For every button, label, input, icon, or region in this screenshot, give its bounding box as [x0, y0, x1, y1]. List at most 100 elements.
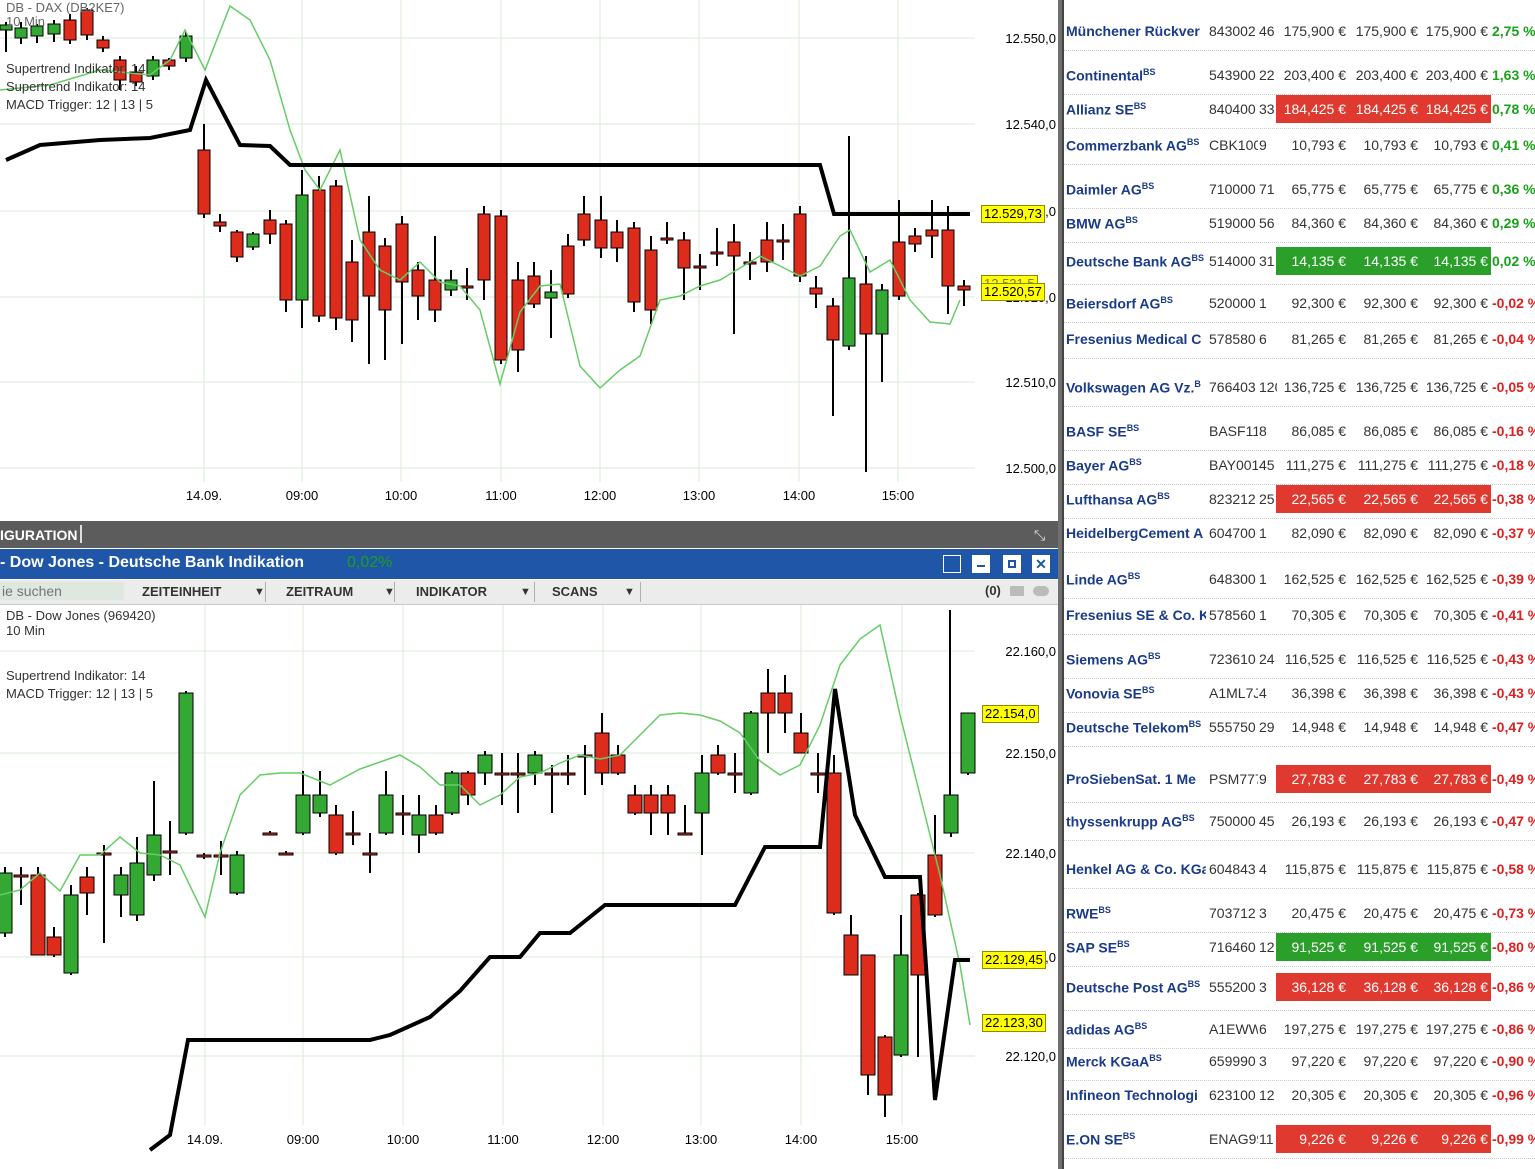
stock-name[interactable]: Lufthansa AGBS	[1066, 491, 1170, 508]
stock-name[interactable]: Volkswagen AG Vz.B	[1066, 379, 1201, 396]
candle	[230, 231, 244, 258]
quote-row[interactable]: RWEBS 703712 3 20,475 €20,475 €20,475 € -0,7…	[1064, 896, 1535, 930]
candle	[0, 872, 13, 934]
stock-name[interactable]: Deutsche TelekomBS	[1066, 719, 1202, 736]
quote-row[interactable]: BMW AGBS 519000 56 84,360 € 84,360 € 84,360 €…	[1064, 206, 1535, 240]
config-bar-label[interactable]: IGURATION	[0, 527, 78, 543]
resize-icon[interactable]: ⤡	[1034, 527, 1046, 543]
quote-row[interactable]: Infineon Technologi 623100 12 20,305 € 20,30…	[1064, 1078, 1535, 1112]
quote-row[interactable]: BASF SEBS BASF11 8 86,085 € 86,085 € 86,085 €…	[1064, 414, 1535, 448]
quote-row[interactable]: Vonovia SEBS A1ML7J 4 36,398 € 36,398 € 36,39…	[1064, 676, 1535, 710]
stock-name[interactable]: adidas AGBS	[1066, 1021, 1148, 1038]
quote-row[interactable]: Siemens AGBS 723610 24 116,525 € 116,525 € 11…	[1064, 642, 1535, 676]
price-highlight	[1276, 933, 1491, 961]
folder-icon[interactable]	[1010, 586, 1024, 596]
stock-name[interactable]: SAP SEBS	[1066, 939, 1130, 956]
quote-row[interactable]: Bayer AGBS BAY001 45 111,275 € 111,275 € 111,…	[1064, 448, 1535, 482]
top-chart-panel[interactable]: 12.550,012.540,012.530,012.520,012.510,0…	[0, 0, 1058, 520]
stock-name[interactable]: Henkel AG & Co. KGa	[1066, 861, 1206, 877]
stock-name[interactable]: Deutsche Post AGBS	[1066, 979, 1201, 996]
search-input[interactable]	[0, 582, 124, 600]
timeframe-button[interactable]: ZEITEINHEIT ▼	[142, 582, 266, 602]
stock-name[interactable]: Allianz SEBS	[1066, 101, 1147, 118]
stock-name[interactable]: HeidelbergCement A	[1066, 525, 1204, 541]
quote-row[interactable]: adidas AGBS A1EWWW6 197,275 € 197,275 € 197,…	[1064, 1012, 1535, 1046]
stock-name[interactable]: E.ON SEBS	[1066, 1131, 1136, 1148]
stock-name[interactable]: ProSiebenSat. 1 Me	[1066, 771, 1196, 787]
quote-row[interactable]: Deutsche Bank AGBS 514000 31 14,135 € 14,135…	[1064, 240, 1535, 282]
quote-row[interactable]: E.ON SEBSENAG99119,226 €9,226 €9,226 €-0…	[1064, 1122, 1535, 1156]
panel-divider[interactable]	[1058, 0, 1062, 1169]
stock-name[interactable]: Deutsche Bank AGBS	[1066, 253, 1205, 270]
price-bid: 116,525 €	[1284, 651, 1346, 667]
quote-row[interactable]: ContinentalBS 543900 22 203,400 € 203,400 € 2…	[1064, 58, 1535, 92]
window-title-bar[interactable]: - Dow Jones - Deutsche Bank Indikation 0…	[0, 549, 1058, 579]
stock-name[interactable]: BASF SEBS	[1066, 423, 1140, 440]
quote-row[interactable]: Linde AGBS 648300 1 162,525 € 162,525 € 162,5…	[1064, 562, 1535, 596]
period-button[interactable]: ZEITRAUM ▼	[286, 582, 395, 602]
stock-name[interactable]: thyssenkrupp AGBS	[1066, 813, 1195, 830]
stock-name[interactable]: RWEBS	[1066, 905, 1111, 922]
candle	[610, 231, 624, 249]
quote-row[interactable]: Volkswagen AG Vz.B 766403120 136,725 € 136,…	[1064, 370, 1535, 404]
stock-name[interactable]: Linde AGBS	[1066, 571, 1141, 588]
stock-name[interactable]: Infineon Technologi	[1066, 1087, 1198, 1103]
quote-row[interactable]: Merck KGaABS 659990 3 97,220 € 97,220 € 97,22…	[1064, 1044, 1535, 1078]
quote-row[interactable]: Deutsche Post AGBS 555200 3 36,128 € 36,128 …	[1064, 966, 1535, 1008]
stock-wkn: 716460	[1209, 939, 1256, 955]
stock-name[interactable]: Fresenius SE & Co. K	[1066, 607, 1206, 623]
stock-wkn: 543900	[1209, 67, 1256, 83]
quote-row[interactable]: Allianz SEBS 840400 33 184,425 € 184,425 € 18…	[1064, 92, 1535, 126]
stock-name[interactable]: Beiersdorf AGBS	[1066, 295, 1173, 312]
quote-row[interactable]: Commerzbank AGBS CBK100 9 10,793 € 10,793 € 1…	[1064, 128, 1535, 162]
quote-row[interactable]: Münchener Rückver 843002 46 175,900 € 175,90…	[1064, 14, 1535, 48]
price-bid: 92,300 €	[1291, 295, 1347, 311]
quote-row[interactable]: ProSiebenSat. 1 Me PSM777 9 27,783 € 27,783 …	[1064, 758, 1535, 800]
checkbox-icon[interactable]	[943, 555, 961, 573]
stock-name[interactable]: Siemens AGBS	[1066, 651, 1161, 668]
bottom-chart-panel[interactable]: 22.160,022.150,022.140,022.130,022.120,0…	[0, 605, 1058, 1169]
cloud-icon[interactable]	[1033, 586, 1049, 596]
row-separator	[1064, 484, 1535, 485]
close-icon[interactable]: ✕	[1032, 555, 1050, 573]
row-separator	[1064, 208, 1535, 209]
candle	[229, 854, 245, 894]
stock-name[interactable]: BMW AGBS	[1066, 215, 1138, 232]
price-bid: 20,305 €	[1291, 1087, 1347, 1103]
quote-row[interactable]: SAP SEBS 716460 12 91,525 € 91,525 € 91,525 €…	[1064, 930, 1535, 964]
x-axis-label: 13:00	[685, 1132, 718, 1147]
price-change: -0,41 %	[1492, 607, 1535, 623]
quote-row[interactable]: Deutsche TelekomBS 555750 29 14,948 € 14,948…	[1064, 710, 1535, 744]
candle	[129, 71, 143, 83]
restore-icon[interactable]	[1003, 555, 1021, 573]
stock-name[interactable]: Bayer AGBS	[1066, 457, 1142, 474]
indicator-button[interactable]: INDIKATOR ▼	[416, 582, 535, 602]
stock-wkn: 604843	[1209, 861, 1256, 877]
stock-name[interactable]: Münchener Rückver	[1066, 23, 1200, 39]
quote-row[interactable]: Fresenius SE & Co. K 578560 1 70,305 € 70,30…	[1064, 598, 1535, 632]
price-last: 175,900 €	[1425, 23, 1488, 39]
stock-name[interactable]: Daimler AGBS	[1066, 181, 1155, 198]
candle	[560, 772, 576, 776]
stock-wkn: 578560	[1209, 607, 1256, 623]
stock-name[interactable]: Merck KGaABS	[1066, 1053, 1162, 1070]
candle	[262, 832, 278, 836]
quote-row[interactable]: thyssenkrupp AGBS 750000 45 26,193 € 26,193 …	[1064, 804, 1535, 838]
quote-row[interactable]: Beiersdorf AGBS 520000 1 92,300 € 92,300 € 92…	[1064, 286, 1535, 320]
quote-row[interactable]: HeidelbergCement A 604700 1 82,090 € 82,090 …	[1064, 516, 1535, 550]
stock-name[interactable]: Vonovia SEBS	[1066, 685, 1155, 702]
stock-name[interactable]: ContinentalBS	[1066, 67, 1156, 84]
stock-volume: 12	[1259, 1087, 1275, 1103]
minimize-icon[interactable]	[972, 555, 990, 573]
bottom-chart-svg[interactable]: 22.160,022.150,022.140,022.130,022.120,0…	[0, 605, 1058, 1169]
top-chart-svg[interactable]: 12.550,012.540,012.530,012.520,012.510,0…	[0, 0, 1058, 520]
price-change: 0,36 %	[1492, 181, 1535, 197]
quote-row[interactable]: Fresenius Medical C 578580 6 81,265 € 81,265…	[1064, 322, 1535, 356]
stock-name[interactable]: Commerzbank AGBS	[1066, 137, 1200, 154]
price-bid: 65,775 €	[1291, 181, 1347, 197]
quote-row[interactable]: Lufthansa AGBS 823212 25 22,565 € 22,565 € 22…	[1064, 482, 1535, 516]
stock-name[interactable]: Fresenius Medical C	[1066, 331, 1202, 347]
quote-row[interactable]: Daimler AGBS 710000 71 65,775 € 65,775 € 65,7…	[1064, 172, 1535, 206]
quote-row[interactable]: Henkel AG & Co. KGa 604843 4 115,875 € 115,8…	[1064, 852, 1535, 886]
scans-button[interactable]: SCANS ▼	[552, 582, 641, 602]
